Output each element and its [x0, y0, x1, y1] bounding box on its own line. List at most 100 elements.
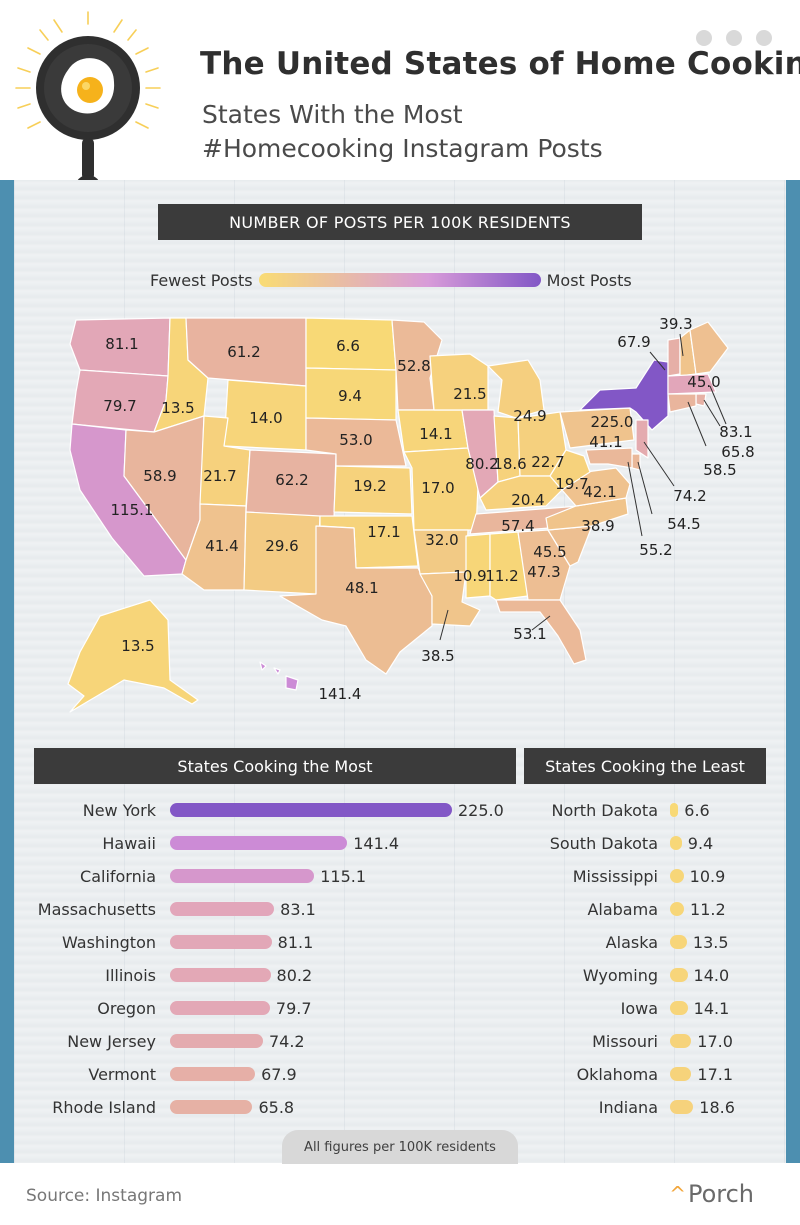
map-label-MO: 17.0	[421, 479, 454, 497]
bar	[170, 902, 275, 916]
map-label-CT: 58.5	[703, 461, 736, 479]
state-DE	[631, 453, 641, 471]
map-label-CO: 62.2	[275, 471, 308, 489]
bar-category-label: California	[80, 866, 156, 886]
bar	[670, 803, 679, 817]
bar-category-label: Hawaii	[102, 833, 156, 853]
bar	[670, 935, 687, 949]
bar-value-label: 13.5	[692, 932, 729, 952]
bar-row: Iowa 14.1	[0, 996, 800, 1020]
state-MN	[391, 319, 443, 411]
page-title: The United States of Home Cooking	[200, 46, 800, 82]
bar	[670, 902, 685, 916]
map-label-VA: 42.1	[583, 483, 616, 501]
bar-category-label: New York	[82, 800, 156, 820]
state-FL	[495, 599, 587, 665]
bar-row: Missouri 17.0	[0, 1029, 800, 1053]
map-label-VT: 67.9	[617, 333, 650, 351]
bar-row: New York 225.0	[0, 798, 800, 822]
state-MA	[667, 373, 717, 395]
bar-row: Hawaii 141.4	[0, 831, 800, 855]
bar-category-label: Washington	[61, 932, 156, 952]
brand-name: Porch	[687, 1180, 754, 1208]
map-label-DE: 54.5	[667, 515, 700, 533]
bar-category-label: Missouri	[592, 1031, 658, 1051]
map-label-IL: 80.2	[465, 455, 498, 473]
bar-row: North Dakota 6.6	[0, 798, 800, 822]
map-label-SC: 45.5	[533, 543, 566, 561]
bar-value-label: 115.1	[320, 866, 367, 886]
map-label-LA: 38.5	[421, 647, 454, 665]
map-label-NJ: 74.2	[673, 487, 706, 505]
bar	[170, 935, 272, 949]
map-label-NH: 39.3	[659, 315, 692, 333]
map-label-TX: 48.1	[345, 579, 378, 597]
bar-category-label: Mississippi	[572, 866, 658, 886]
bar-value-label: 11.2	[690, 899, 726, 919]
bar-row: Alabama 11.2	[0, 897, 800, 921]
bar-value-label: 67.9	[261, 1064, 297, 1084]
map-label-MS: 10.9	[453, 567, 486, 585]
state-HI	[259, 661, 299, 691]
bar-category-label: Wyoming	[582, 965, 658, 985]
bar	[170, 869, 315, 883]
bar-value-label: 141.4	[353, 833, 400, 853]
bar-row: Massachusetts 83.1	[0, 897, 800, 921]
state-WV	[549, 449, 591, 491]
bar-category-label: Rhode Island	[52, 1097, 156, 1117]
bar-value-label: 9.4	[687, 833, 714, 853]
bar	[670, 1067, 692, 1081]
bar-value-label: 6.6	[684, 800, 710, 820]
bar-category-label: Illinois	[105, 965, 156, 985]
bar-category-label: Massachusetts	[37, 899, 156, 919]
bar-value-label: 14.1	[693, 998, 730, 1018]
state-VT	[667, 337, 681, 377]
bar-category-label: Oklahoma	[576, 1064, 658, 1084]
us-choropleth-map: 81.1 79.7 115.1 13.5 58.9 61.2 14.0 21.7 41.4 62.…	[67, 315, 755, 713]
bar-value-label: 74.2	[268, 1031, 305, 1051]
bar-category-label: Alaska	[605, 932, 658, 952]
subtitle-line-2: #Homecooking Instagram Posts	[202, 134, 603, 163]
map-label-KS: 19.2	[353, 477, 386, 495]
bar	[670, 968, 688, 982]
more-options-menu[interactable]	[696, 30, 772, 46]
map-label-NY: 225.0	[591, 413, 634, 431]
map-label-ME: 45.0	[687, 373, 720, 391]
subtitle-line-1: States With the Most	[202, 100, 463, 129]
state-LA	[419, 571, 481, 627]
bar-row: Alaska 13.5	[0, 930, 800, 954]
bar	[670, 836, 682, 850]
bar-value-label: 83.1	[280, 899, 316, 919]
map-label-MN: 52.8	[397, 357, 430, 375]
bar-value-label: 17.0	[697, 1031, 733, 1051]
map-label-KY: 20.4	[511, 491, 544, 509]
bar-row: Illinois 80.2	[0, 963, 800, 987]
map-label-OH: 22.7	[531, 453, 564, 471]
state-GA	[517, 529, 571, 601]
state-MS	[465, 533, 491, 599]
map-label-AL: 11.2	[485, 567, 518, 585]
map-label-NV: 58.9	[143, 467, 176, 485]
bar-row: Vermont 67.9	[0, 1062, 800, 1086]
map-label-NM: 29.6	[265, 537, 298, 555]
state-CT	[667, 393, 697, 413]
legend-gradient	[258, 273, 541, 287]
legend-low-label: Fewest Posts	[150, 270, 253, 290]
bar-row: California 115.1	[0, 864, 800, 888]
most-chart-header: States Cooking the Most	[34, 748, 516, 784]
map-label-ID: 13.5	[161, 399, 194, 417]
bar	[670, 1100, 694, 1114]
bar-category-label: Indiana	[598, 1097, 658, 1117]
bar-row: South Dakota 9.4	[0, 831, 800, 855]
bar-value-label: 14.0	[693, 965, 730, 985]
map-label-WA: 81.1	[105, 335, 138, 353]
map-value-labels: 81.1 79.7 115.1 13.5 58.9 61.2 14.0 21.7 41.4 62.…	[103, 315, 754, 703]
bar	[170, 1001, 270, 1015]
dot-icon	[696, 30, 712, 46]
map-label-NC: 38.9	[581, 517, 614, 535]
bar	[170, 836, 348, 850]
bar	[170, 803, 452, 817]
map-label-MD: 55.2	[639, 541, 672, 559]
bar	[670, 1034, 692, 1048]
bar-value-label: 65.8	[258, 1097, 295, 1117]
